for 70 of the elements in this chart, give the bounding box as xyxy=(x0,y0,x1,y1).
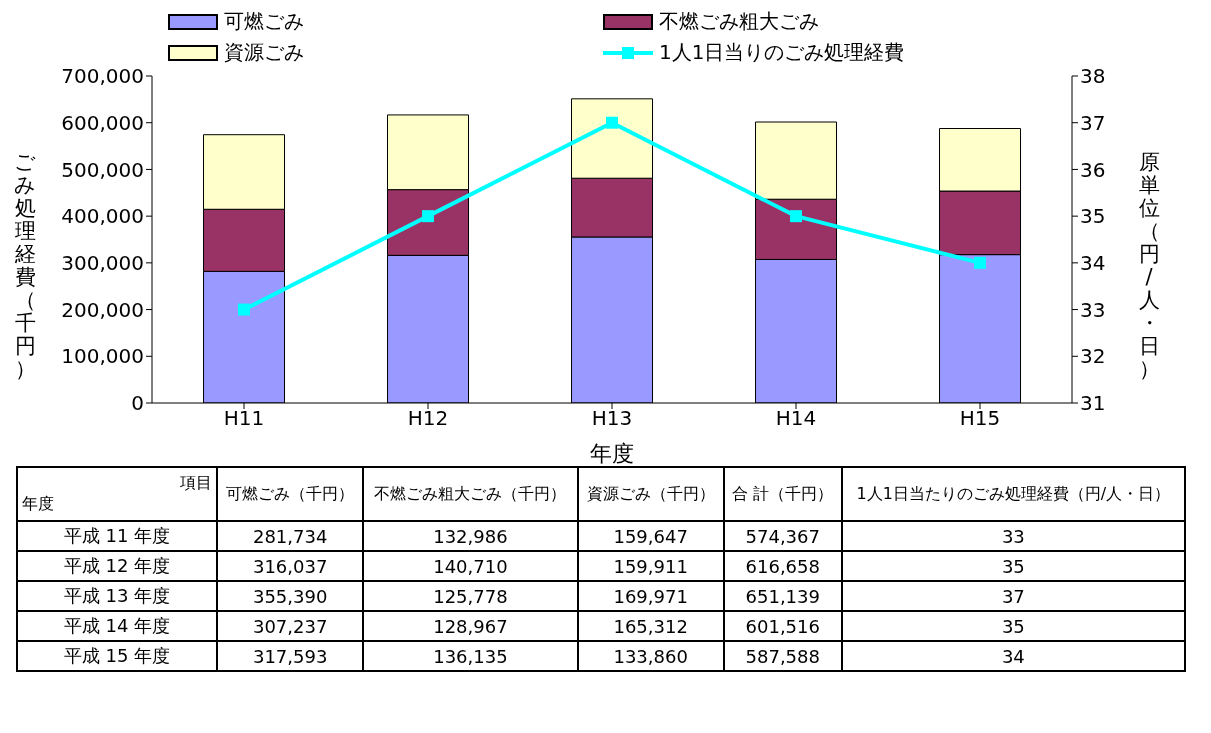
y-tick-label: 200,000 xyxy=(61,297,144,322)
text: 項目 xyxy=(179,473,212,494)
y2-tick-label: 34 xyxy=(1080,250,1106,275)
text: 平成 13 年度 xyxy=(17,581,217,611)
legend-label: 資源ごみ xyxy=(224,39,304,66)
x-tick-label: H15 xyxy=(959,406,1001,431)
y2-tick-label: 35 xyxy=(1080,204,1106,229)
vertical-label: 原単位（円/人・日） xyxy=(1137,151,1161,381)
text: 316,037 xyxy=(217,551,364,581)
text: 159,647 xyxy=(577,521,724,551)
text: 合 計（千円） xyxy=(723,467,842,521)
y2-tick-label: 31 xyxy=(1080,391,1106,416)
text: 651,139 xyxy=(723,581,842,611)
x-axis-title: 年度 xyxy=(590,441,634,466)
text: 平成 14 年度 xyxy=(17,611,217,641)
y-tick-label: 100,000 xyxy=(61,344,144,369)
legend-label: 1人1日当りのごみ処理経費 xyxy=(659,39,905,66)
text: 169,971 xyxy=(577,581,724,611)
point xyxy=(422,210,434,223)
text: 281,734 xyxy=(217,521,364,551)
y2-tick-label: 32 xyxy=(1080,344,1106,369)
text: 35 xyxy=(841,551,1185,581)
text: 133,860 xyxy=(577,641,724,671)
text: 125,778 xyxy=(363,581,578,611)
text: 資源ごみ（千円） xyxy=(577,467,724,521)
text: 616,658 xyxy=(723,551,842,581)
x-tick-label: H13 xyxy=(591,406,633,431)
y2-tick-label: 33 xyxy=(1080,297,1106,322)
text: 平成 12 年度 xyxy=(17,551,217,581)
text: 年度 xyxy=(22,494,55,515)
text: 587,588 xyxy=(723,641,842,671)
text: 317,593 xyxy=(217,641,364,671)
text: 33 xyxy=(841,521,1185,551)
y2-tick-label: 36 xyxy=(1080,157,1106,182)
text: 136,135 xyxy=(363,641,578,671)
text: 165,312 xyxy=(577,611,724,641)
text: 159,911 xyxy=(577,551,724,581)
x-tick-label: H11 xyxy=(223,406,265,431)
point xyxy=(238,303,250,316)
text: 355,390 xyxy=(217,581,364,611)
text: 140,710 xyxy=(363,551,578,581)
text: 601,516 xyxy=(723,611,842,641)
text: 平成 11 年度 xyxy=(17,521,217,551)
y-tick-label: 300,000 xyxy=(61,250,144,275)
y-tick-label: 400,000 xyxy=(61,204,144,229)
legend-label: 可燃ごみ xyxy=(224,8,304,35)
x-tick-label: H14 xyxy=(775,406,817,431)
text: 37 xyxy=(841,581,1185,611)
text: 34 xyxy=(841,641,1185,671)
x-tick-label: H12 xyxy=(407,406,449,431)
text: 平成 15 年度 xyxy=(17,641,217,671)
point xyxy=(606,116,618,129)
text: 不燃ごみ粗大ごみ（千円） xyxy=(363,467,578,521)
legend-label: 不燃ごみ粗大ごみ xyxy=(659,8,819,35)
text: 574,367 xyxy=(723,521,842,551)
text: 可燃ごみ（千円） xyxy=(217,467,364,521)
y-tick-label: 700,000 xyxy=(61,64,144,89)
y-tick-label: 600,000 xyxy=(61,110,144,135)
text: 307,237 xyxy=(217,611,364,641)
text: 1人1日当たりのごみ処理経費（円/人・日） xyxy=(841,467,1185,521)
y2-tick-label: 38 xyxy=(1080,64,1106,89)
y-tick-label: 0 xyxy=(131,391,144,416)
point xyxy=(974,256,986,269)
y-tick-label: 500,000 xyxy=(61,157,144,182)
text: 128,967 xyxy=(363,611,578,641)
y2-tick-label: 37 xyxy=(1080,110,1106,135)
text: 132,986 xyxy=(363,521,578,551)
vertical-label: ごみ処理経費（千円） xyxy=(13,151,37,381)
point xyxy=(790,210,802,223)
text: 35 xyxy=(841,611,1185,641)
